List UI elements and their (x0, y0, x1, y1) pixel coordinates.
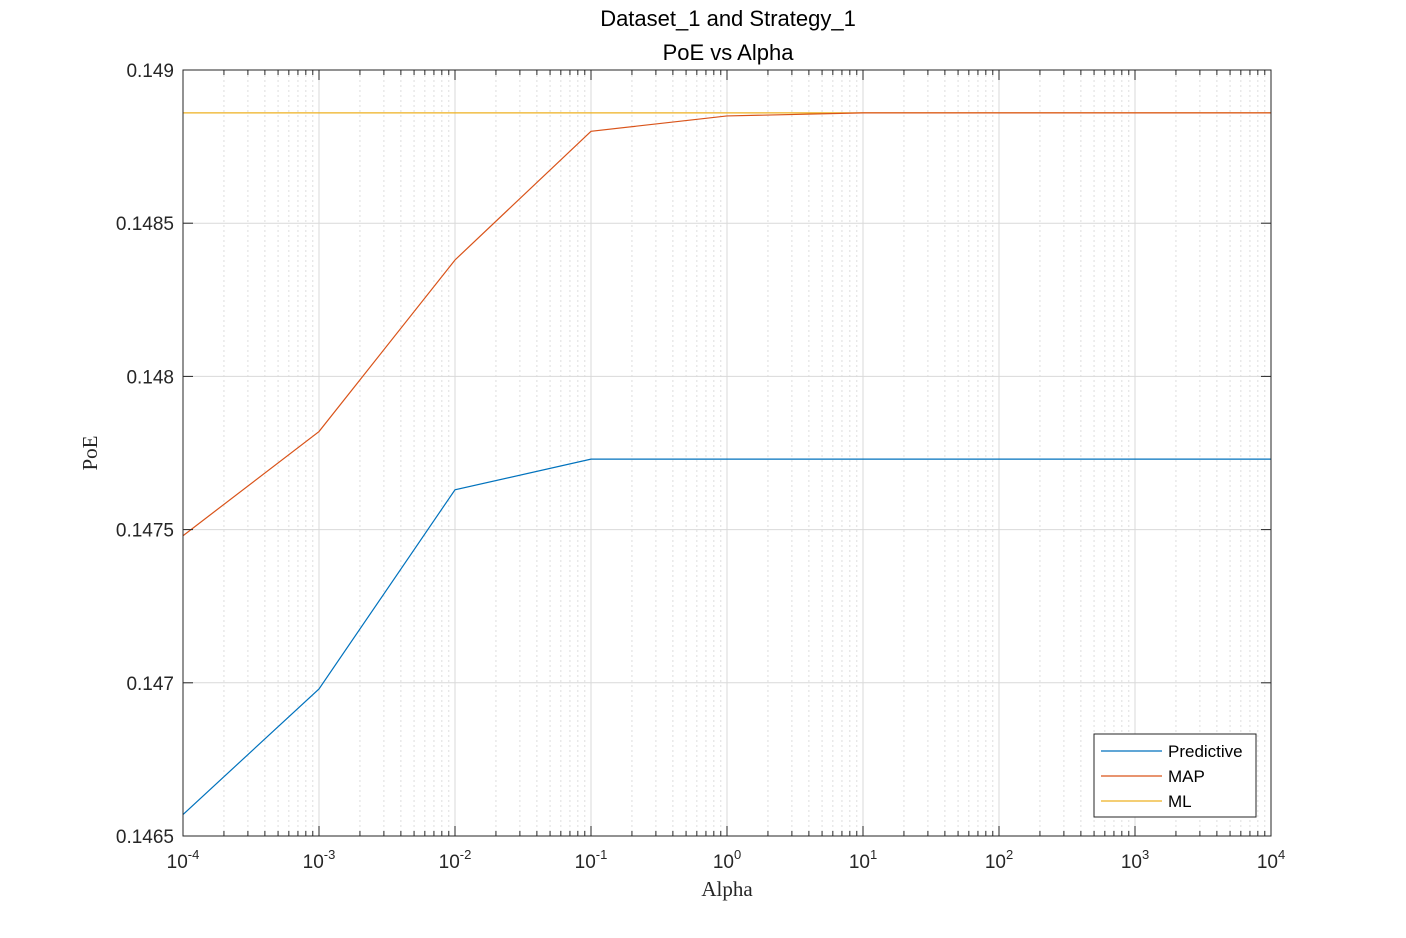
chart-title: Dataset_1 and Strategy_1 (600, 6, 856, 31)
x-axis-label: Alpha (701, 877, 753, 901)
legend-label-predictive: Predictive (1168, 742, 1243, 761)
x-tick-label: 10-2 (439, 847, 472, 873)
y-tick-label: 0.149 (126, 61, 174, 82)
axis-ticks (182, 69, 1272, 837)
x-tick-label: 102 (985, 847, 1013, 873)
chart-subtitle: PoE vs Alpha (663, 40, 795, 65)
x-tick-label: 10-4 (167, 847, 200, 873)
y-axis-tick-labels: 0.1465 0.147 0.1475 0.148 0.1485 0.149 (116, 61, 174, 848)
y-tick-label: 0.1465 (116, 827, 174, 848)
legend: Predictive MAP ML (1093, 733, 1257, 818)
x-axis-tick-labels: 10-4 10-3 10-2 10-1 100 101 102 103 104 (167, 847, 1286, 873)
y-tick-label: 0.148 (126, 367, 174, 388)
x-tick-label: 10-3 (303, 847, 336, 873)
x-tick-label: 10-1 (575, 847, 608, 873)
series-line-map (182, 112, 1271, 537)
x-tick-label: 103 (1121, 847, 1149, 873)
x-tick-label: 100 (713, 847, 741, 873)
y-axis-label: PoE (78, 435, 102, 470)
x-tick-label: 104 (1257, 847, 1285, 873)
series-lines (182, 112, 1271, 815)
series-line-predictive (182, 458, 1271, 815)
legend-label-map: MAP (1168, 767, 1205, 786)
legend-label-ml: ML (1168, 792, 1192, 811)
y-tick-label: 0.1485 (116, 214, 174, 235)
y-tick-label: 0.147 (126, 674, 174, 695)
x-tick-label: 101 (849, 847, 877, 873)
y-tick-label: 0.1475 (116, 521, 174, 542)
